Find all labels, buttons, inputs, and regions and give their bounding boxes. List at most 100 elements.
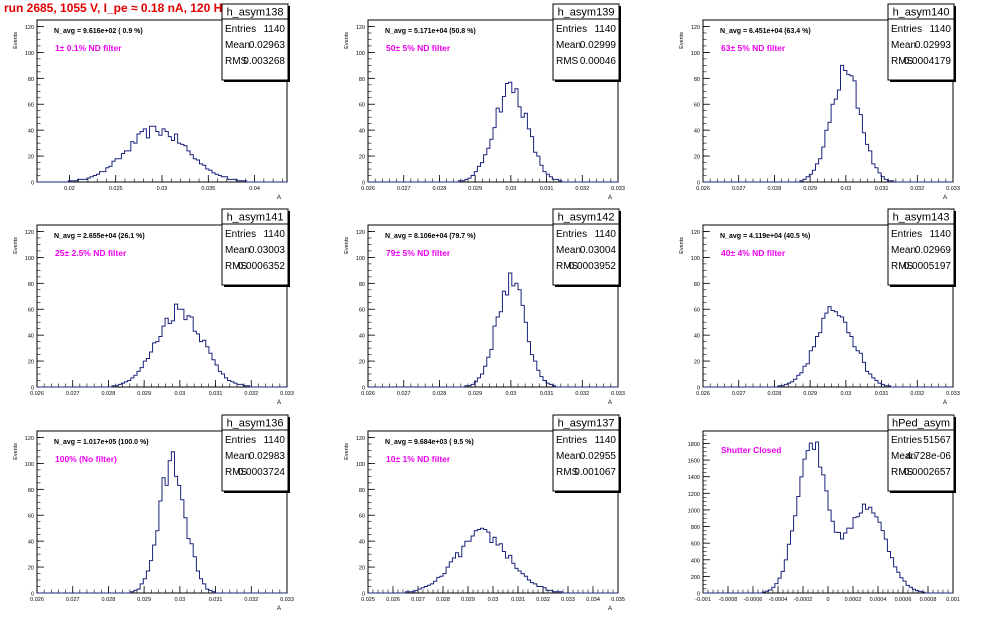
- stats-value: 0.003268: [243, 56, 285, 67]
- x-tick-label: 0.026: [361, 391, 375, 397]
- stats-label: RMS: [225, 467, 248, 478]
- stats-label: Entries: [556, 24, 587, 35]
- x-tick-label: 0.028: [768, 391, 782, 397]
- stats-label: Mean: [225, 245, 250, 256]
- histogram-panel-h_asym138: 0 20 40 60 80 100 120 0.02 0.025 0.03 0.035 0.04 Eve…: [13, 3, 290, 201]
- y-tick-label: 80: [28, 488, 34, 494]
- stats-label: Mean: [891, 451, 916, 462]
- histogram-panel-h_asym137: 0 20 40 60 80 100 120 0.025 0.026 0.027 0.028 0.029…: [344, 414, 625, 612]
- stats-box: [221, 414, 289, 492]
- x-tick-label: 0.028: [768, 186, 782, 192]
- histogram-line: [37, 451, 287, 594]
- x-tick-label: 0.033: [946, 391, 960, 397]
- stats-value: 0.02993: [915, 40, 952, 51]
- x-tick-label: 0.028: [102, 391, 116, 397]
- stats-label: Entries: [891, 229, 922, 240]
- plot-frame: [36, 224, 288, 388]
- stats-label: Entries: [891, 435, 922, 446]
- y-tick-label: 100: [691, 51, 700, 57]
- y-tick-label: 40: [694, 334, 700, 340]
- x-tick-label: 0.029: [803, 391, 817, 397]
- y-tick-label: 100: [356, 462, 365, 468]
- stats-label: Mean: [225, 451, 250, 462]
- x-tick-label: 0.026: [30, 391, 44, 397]
- stats-value: 0.02963: [249, 40, 286, 51]
- stats-label: Mean: [556, 245, 581, 256]
- filter-label: 79± 5% ND filter: [386, 248, 451, 258]
- stats-label: Entries: [225, 229, 256, 240]
- y-tick-label: 100: [691, 256, 700, 262]
- stats-label: Entries: [225, 435, 256, 446]
- histogram-line: [368, 272, 618, 388]
- stats-value: 1140: [263, 24, 285, 35]
- x-tick-label: 0.033: [611, 186, 625, 192]
- stats-box: [552, 414, 620, 492]
- y-tick-label: 1200: [688, 492, 700, 498]
- navg-label: N_avg = 9.616e+02 ( 0.9 %): [54, 28, 143, 35]
- histogram-panel-h_asym140: 0 20 40 60 80 100 120 0.026 0.027 0.028 0.029 0.03 0…: [679, 3, 960, 201]
- x-tick-label: 0.032: [575, 186, 589, 192]
- x-tick-label: 0.033: [280, 391, 294, 397]
- stats-label: RMS: [891, 56, 914, 67]
- y-tick-label: 80: [28, 77, 34, 83]
- filter-label: Shutter Closed: [721, 445, 781, 455]
- x-tick-label: -0.0006: [744, 597, 763, 603]
- histogram-line: [368, 81, 618, 183]
- plot-frame: [702, 19, 954, 183]
- x-tick-label: 0.0002: [845, 597, 862, 603]
- stats-box: [221, 3, 289, 81]
- y-tick-label: 0: [31, 592, 34, 598]
- plot-frame: [36, 430, 288, 594]
- y-tick-label: 40: [359, 129, 365, 135]
- y-axis-title: Events: [679, 237, 685, 254]
- x-axis-title: A: [943, 195, 947, 201]
- stats-label: RMS: [225, 56, 248, 67]
- y-tick-label: 60: [359, 103, 365, 109]
- x-tick-label: 0.025: [361, 597, 375, 603]
- navg-label: N_avg = 8.106e+04 (79.7 %): [385, 233, 476, 240]
- y-tick-label: 0: [362, 386, 365, 392]
- y-axis-title: Events: [13, 237, 19, 254]
- x-tick-label: 0.026: [361, 186, 375, 192]
- stats-label: RMS: [556, 56, 579, 67]
- histogram-name: h_asym142: [558, 212, 615, 224]
- navg-label: N_avg = 4.119e+04 (40.5 %): [720, 233, 810, 240]
- x-tick-label: 0.031: [875, 391, 889, 397]
- x-tick-label: 0.032: [910, 186, 924, 192]
- stats-value: 0.02999: [580, 40, 617, 51]
- x-tick-label: 0.031: [875, 186, 889, 192]
- stats-value: 0.02983: [249, 451, 286, 462]
- x-tick-label: 0.028: [102, 597, 116, 603]
- x-tick-label: 0.027: [732, 186, 746, 192]
- x-tick-label: 0.033: [280, 597, 294, 603]
- x-tick-label: 0.03: [488, 597, 499, 603]
- histogram-line: [703, 441, 953, 594]
- histogram-name: hPed_asym: [892, 418, 950, 430]
- y-tick-label: 60: [694, 308, 700, 314]
- x-tick-label: 0.026: [386, 597, 400, 603]
- y-tick-label: 0: [31, 181, 34, 187]
- stats-label: RMS: [891, 467, 914, 478]
- histogram-line: [703, 306, 953, 388]
- stats-box: [887, 208, 955, 286]
- x-tick-label: 0.029: [137, 391, 151, 397]
- x-tick-label: 0.027: [411, 597, 425, 603]
- stats-value: 1140: [594, 229, 616, 240]
- x-tick-label: 0.031: [540, 186, 554, 192]
- stats-value: 0.0006352: [238, 261, 286, 272]
- y-tick-label: 100: [25, 462, 34, 468]
- x-tick-label: 0.03: [505, 186, 516, 192]
- y-tick-label: 60: [28, 103, 34, 109]
- x-tick-label: 0.026: [30, 597, 44, 603]
- y-tick-label: 20: [28, 155, 34, 161]
- y-tick-label: 40: [28, 334, 34, 340]
- x-tick-label: 0.031: [540, 391, 554, 397]
- y-tick-label: 60: [359, 308, 365, 314]
- x-tick-label: 0.027: [397, 186, 411, 192]
- y-tick-label: 120: [691, 230, 700, 236]
- stats-label: RMS: [556, 261, 579, 272]
- navg-label: N_avg = 1.017e+05 (100.0 %): [54, 439, 149, 446]
- stats-label: Mean: [225, 40, 250, 51]
- stats-label: RMS: [556, 467, 579, 478]
- y-tick-label: 120: [356, 25, 365, 31]
